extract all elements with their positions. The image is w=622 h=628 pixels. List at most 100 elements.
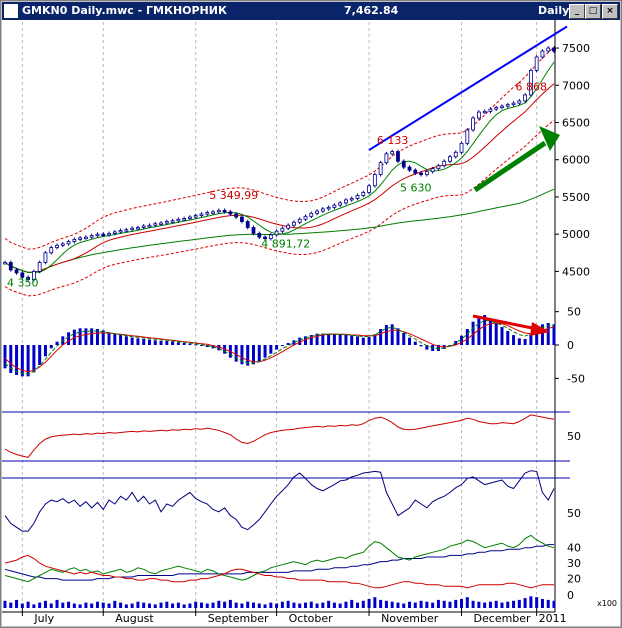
macd-histogram-bar [338,334,342,345]
price-candle [430,168,435,173]
stoch-tick-label: 50 [567,507,581,520]
price-candle [14,269,19,274]
rsi-tick-label: 50 [567,430,581,443]
macd-histogram-bar [15,345,19,375]
price-tick-label: 7000 [562,79,590,92]
month-tick-label: August [115,612,154,625]
price-candle [89,235,94,238]
macd-histogram-bar [309,335,313,345]
macd-histogram-bar [350,335,354,345]
volume-bar [350,599,354,608]
chart-app-icon[interactable] [4,4,18,18]
macd-histogram-bar [367,337,371,345]
price-candle [240,216,244,222]
price-candle [523,94,528,102]
period-readout: Daily [538,4,570,17]
macd-histogram-bar [280,345,284,346]
volume-bar [465,597,469,608]
volume-bar [136,601,140,608]
price-candle [84,236,88,240]
volume-bar [72,603,76,608]
macd-histogram-bar [246,345,250,366]
volume-bar [477,601,481,608]
price-candle [540,50,545,58]
price-candle [130,227,135,231]
title-bar[interactable]: GMKN0 Daily.mwc - ГМКНОРНИК 7,462.84 Dai… [2,2,620,20]
lower-envelope-band [4,119,555,297]
chart-background [2,20,620,626]
volume-bar [15,599,19,608]
price-candle [112,231,117,234]
price-tick-label: 7500 [562,42,590,55]
volume-bar [321,602,325,608]
close-button[interactable]: × [602,4,618,19]
volume-bar [43,600,47,608]
macd-histogram-bar [49,345,53,349]
macd-histogram-bar [176,342,180,345]
volume-bar [9,602,13,608]
price-candle [396,151,400,162]
volume-bar [78,604,82,608]
price-candle [413,169,418,174]
uptrend-arrow-head [539,126,560,151]
macd-histogram-bar [356,336,360,345]
price-candle [453,151,458,158]
volume-bar [338,603,342,608]
macd-histogram-bar [298,337,302,345]
fast-moving-average [4,61,555,273]
volume-bar [356,602,360,608]
volume-bar [240,603,244,608]
price-extreme-label: 4 891,72 [261,238,310,251]
price-candle [303,215,308,220]
volume-bar [61,602,65,608]
macd-histogram-bar [84,328,88,345]
last-price-readout: 7,462.84 [344,4,399,17]
volume-bar [419,600,423,608]
macd-histogram-bar [315,333,319,345]
volume-bar [275,603,279,608]
price-candle [257,233,262,238]
volume-bar [315,603,319,608]
volume-bar [500,602,504,608]
macd-histogram-bar [460,335,464,345]
macd-histogram-bar [465,329,469,345]
price-candle [43,252,48,263]
minimize-button[interactable]: _ [569,4,585,19]
volume-bar [101,602,105,608]
price-candle [182,218,187,221]
macd-histogram-bar [304,336,308,345]
price-candle [552,47,556,52]
price-candle [465,129,470,144]
volume-bar [188,603,192,608]
price-extreme-label: 6 133 [377,134,409,147]
macd-histogram-bar [529,334,533,345]
stock-chart[interactable]: 4 350 5 349,99 4 891,72 6 133 5 630 6 868 Jul… [2,20,620,626]
dmi-minus-line [4,554,554,589]
volume-bar [176,602,180,608]
price-candle [205,212,210,215]
volume-bar [425,601,429,608]
price-candle [211,211,215,214]
slow-moving-average [4,83,555,273]
macd-histogram-bar [101,330,105,345]
stochastic-line [4,470,555,532]
price-candle [448,156,452,162]
upper-envelope-band [4,46,555,250]
volume-bar [147,603,151,608]
price-candle [268,234,273,240]
volume-bar [361,600,365,608]
volume-bar [20,603,24,608]
macd-histogram-bar [38,345,42,365]
volume-bar [84,602,88,608]
price-candle [517,100,522,104]
macd-histogram-bar [500,327,504,345]
price-candle [49,247,54,254]
macd-histogram-bar [269,345,273,354]
macd-histogram-bar [344,335,348,345]
maximize-button[interactable]: □ [585,4,601,19]
macd-histogram-bar [113,333,117,345]
macd-histogram-bar [402,333,406,345]
volume-bar [552,600,556,608]
macd-histogram-bar [436,345,440,351]
